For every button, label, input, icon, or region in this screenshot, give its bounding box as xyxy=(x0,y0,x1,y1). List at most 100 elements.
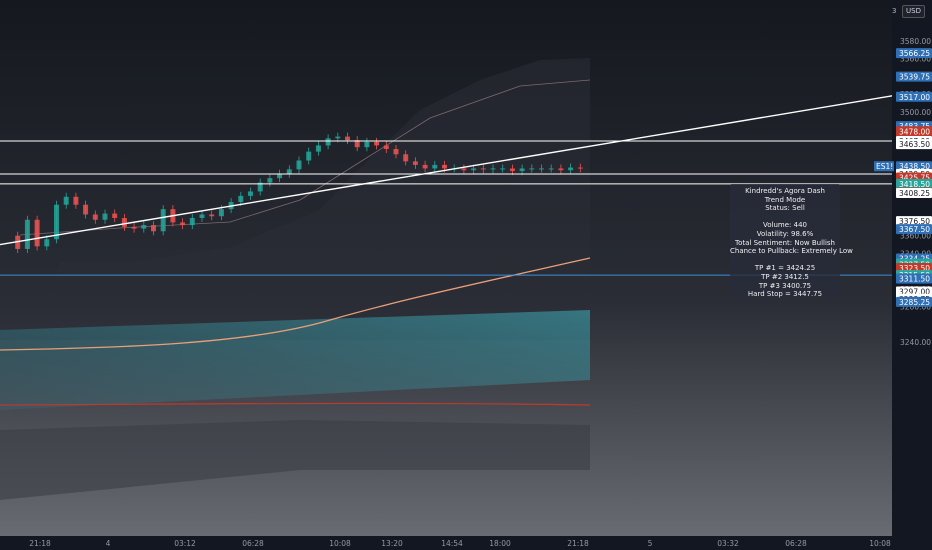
price-tag-label: 3478.00 xyxy=(899,127,930,136)
candle-body xyxy=(500,168,506,170)
price-tag xyxy=(896,273,932,284)
candle-body xyxy=(34,219,40,247)
candle-body xyxy=(121,218,127,227)
candle-body xyxy=(383,145,389,149)
price-tag xyxy=(896,224,932,235)
price-tag-label: 3311.50 xyxy=(899,275,930,284)
candle-body xyxy=(218,209,224,217)
price-tag-label: 3425.75 xyxy=(899,174,930,183)
price-tag-label: 3285.25 xyxy=(899,298,930,307)
candle-body xyxy=(102,213,108,220)
candle-body xyxy=(461,168,467,171)
candle-body xyxy=(131,226,137,229)
candle-body xyxy=(539,168,544,170)
candle-body xyxy=(238,195,244,203)
price-tag-label: 3539.75 xyxy=(899,73,930,82)
candle-body xyxy=(248,191,253,196)
price-tag-label: 3438.50 xyxy=(899,162,930,171)
dashboard-panel: Kindredd's Agora Dash Trend Mode Status: S… xyxy=(730,184,853,299)
candle-body xyxy=(315,145,321,152)
dashboard-line: Trend Mode xyxy=(764,195,806,204)
candle-body xyxy=(558,168,564,171)
dashboard-line: Hard Stop = 3447.75 xyxy=(747,290,823,299)
candle-body xyxy=(529,168,535,170)
candle-body xyxy=(490,168,496,170)
candle-body xyxy=(267,178,273,183)
ema-ribbon xyxy=(0,310,590,410)
price-tag-label: 3517.00 xyxy=(899,93,930,102)
time-tick-label: 4 xyxy=(106,539,111,548)
candle-body xyxy=(24,219,30,249)
price-tag xyxy=(896,139,932,150)
symbol-tag xyxy=(874,161,894,172)
price-tag-label: 3297.00 xyxy=(899,287,930,296)
candle-body xyxy=(151,225,156,232)
price-tick-label: 3580.00 xyxy=(900,37,931,46)
candle-body xyxy=(112,213,118,218)
candle-body xyxy=(568,167,574,171)
price-tag-label: 3418.50 xyxy=(899,180,930,189)
price-tick-label: 3560.00 xyxy=(900,55,931,64)
candle-body xyxy=(577,167,583,169)
candle-body xyxy=(306,151,312,161)
price-tag xyxy=(896,71,932,82)
levels-layer xyxy=(0,95,893,276)
candle-body xyxy=(209,214,215,217)
candle-body xyxy=(471,168,477,171)
price-tag-label: 3566.25 xyxy=(899,49,930,58)
price-tag xyxy=(896,126,932,137)
dashboard-line: TP #2 3412.5 xyxy=(761,273,809,281)
price-tick-label: 3280.00 xyxy=(900,303,931,312)
symbol-tag-label: ES1! xyxy=(876,162,893,171)
red-ma-line xyxy=(0,402,591,406)
candle-body xyxy=(548,168,554,170)
time-tick-label: 06:28 xyxy=(242,539,264,548)
time-axis[interactable]: 21:18 4 03:12 06:28 10:08 13:20 14:54 18:00 21:1… xyxy=(0,536,932,550)
currency-button[interactable]: USD xyxy=(902,5,925,18)
candle-body xyxy=(335,136,341,139)
candle-body xyxy=(296,160,302,170)
trendline[interactable] xyxy=(0,95,893,246)
candle-body xyxy=(354,140,360,148)
dashboard-line: Chance to Pullback: Extremely Low xyxy=(730,247,853,256)
candle-body xyxy=(286,169,292,174)
candle-body xyxy=(403,154,409,162)
axis-top-value: 3 xyxy=(892,7,897,15)
dashboard-line: Kindredd's Agora Dash xyxy=(745,187,825,195)
candle-body xyxy=(15,235,21,249)
candle-body xyxy=(199,214,205,218)
candle-body xyxy=(412,161,418,165)
candle-body xyxy=(257,182,263,192)
candle-body xyxy=(364,141,370,148)
dashboard-line: TP #1 = 3424.25 xyxy=(754,264,816,273)
upper-band xyxy=(0,58,590,340)
price-tag-label: 3463.50 xyxy=(899,140,930,149)
candles-layer xyxy=(15,132,583,253)
time-tick-label: 10:08 xyxy=(329,539,351,548)
candle-body xyxy=(277,173,283,179)
candle-body xyxy=(63,196,69,205)
candle-body xyxy=(374,141,380,146)
price-tag-label: 3376.50 xyxy=(899,217,930,226)
time-tick-label: 21:18 xyxy=(567,539,589,548)
price-tag xyxy=(896,91,932,102)
time-tick-label: 13:20 xyxy=(381,539,403,548)
price-tag xyxy=(896,187,932,198)
dashboard-line: Volume: 440 xyxy=(763,221,807,230)
price-tick-label: 3360.00 xyxy=(900,232,931,241)
dashboard-line: Volatility: 98.6% xyxy=(756,230,814,238)
dashboard-line: TP #3 3400.75 xyxy=(758,281,812,290)
time-tick-label: 03:12 xyxy=(174,539,196,548)
candle-body xyxy=(54,204,59,240)
indicator-bands xyxy=(0,58,591,500)
time-tick-label: 5 xyxy=(648,539,653,548)
price-tick-label: 3240.00 xyxy=(900,338,931,347)
candle-body xyxy=(345,136,350,141)
candle-body xyxy=(432,164,438,169)
time-tick-label: 10:08 xyxy=(869,539,891,548)
price-tag xyxy=(896,216,932,227)
time-tick-label: 18:00 xyxy=(489,539,511,548)
price-axis[interactable]: 3580.003560.003520.003500.003480.003360.… xyxy=(874,0,932,550)
price-tag xyxy=(896,178,932,189)
dashboard-line: Total Sentiment: Now Bullish xyxy=(735,238,835,247)
